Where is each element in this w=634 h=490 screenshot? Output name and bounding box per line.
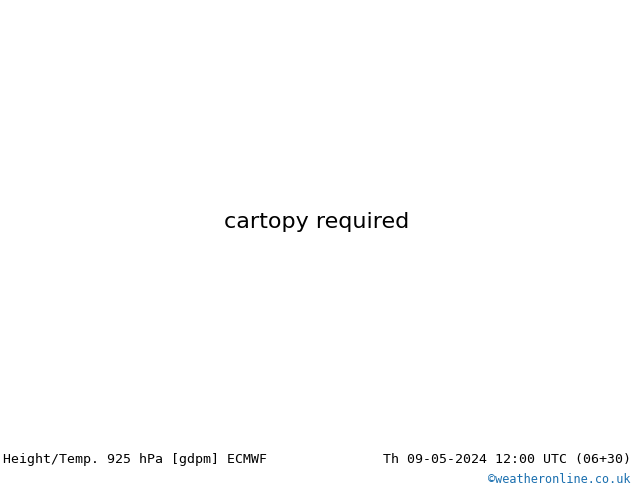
Text: Th 09-05-2024 12:00 UTC (06+30): Th 09-05-2024 12:00 UTC (06+30) <box>383 453 631 466</box>
Text: ©weatheronline.co.uk: ©weatheronline.co.uk <box>488 473 631 486</box>
Text: Height/Temp. 925 hPa [gdpm] ECMWF: Height/Temp. 925 hPa [gdpm] ECMWF <box>3 453 267 466</box>
Text: cartopy required: cartopy required <box>224 212 410 232</box>
